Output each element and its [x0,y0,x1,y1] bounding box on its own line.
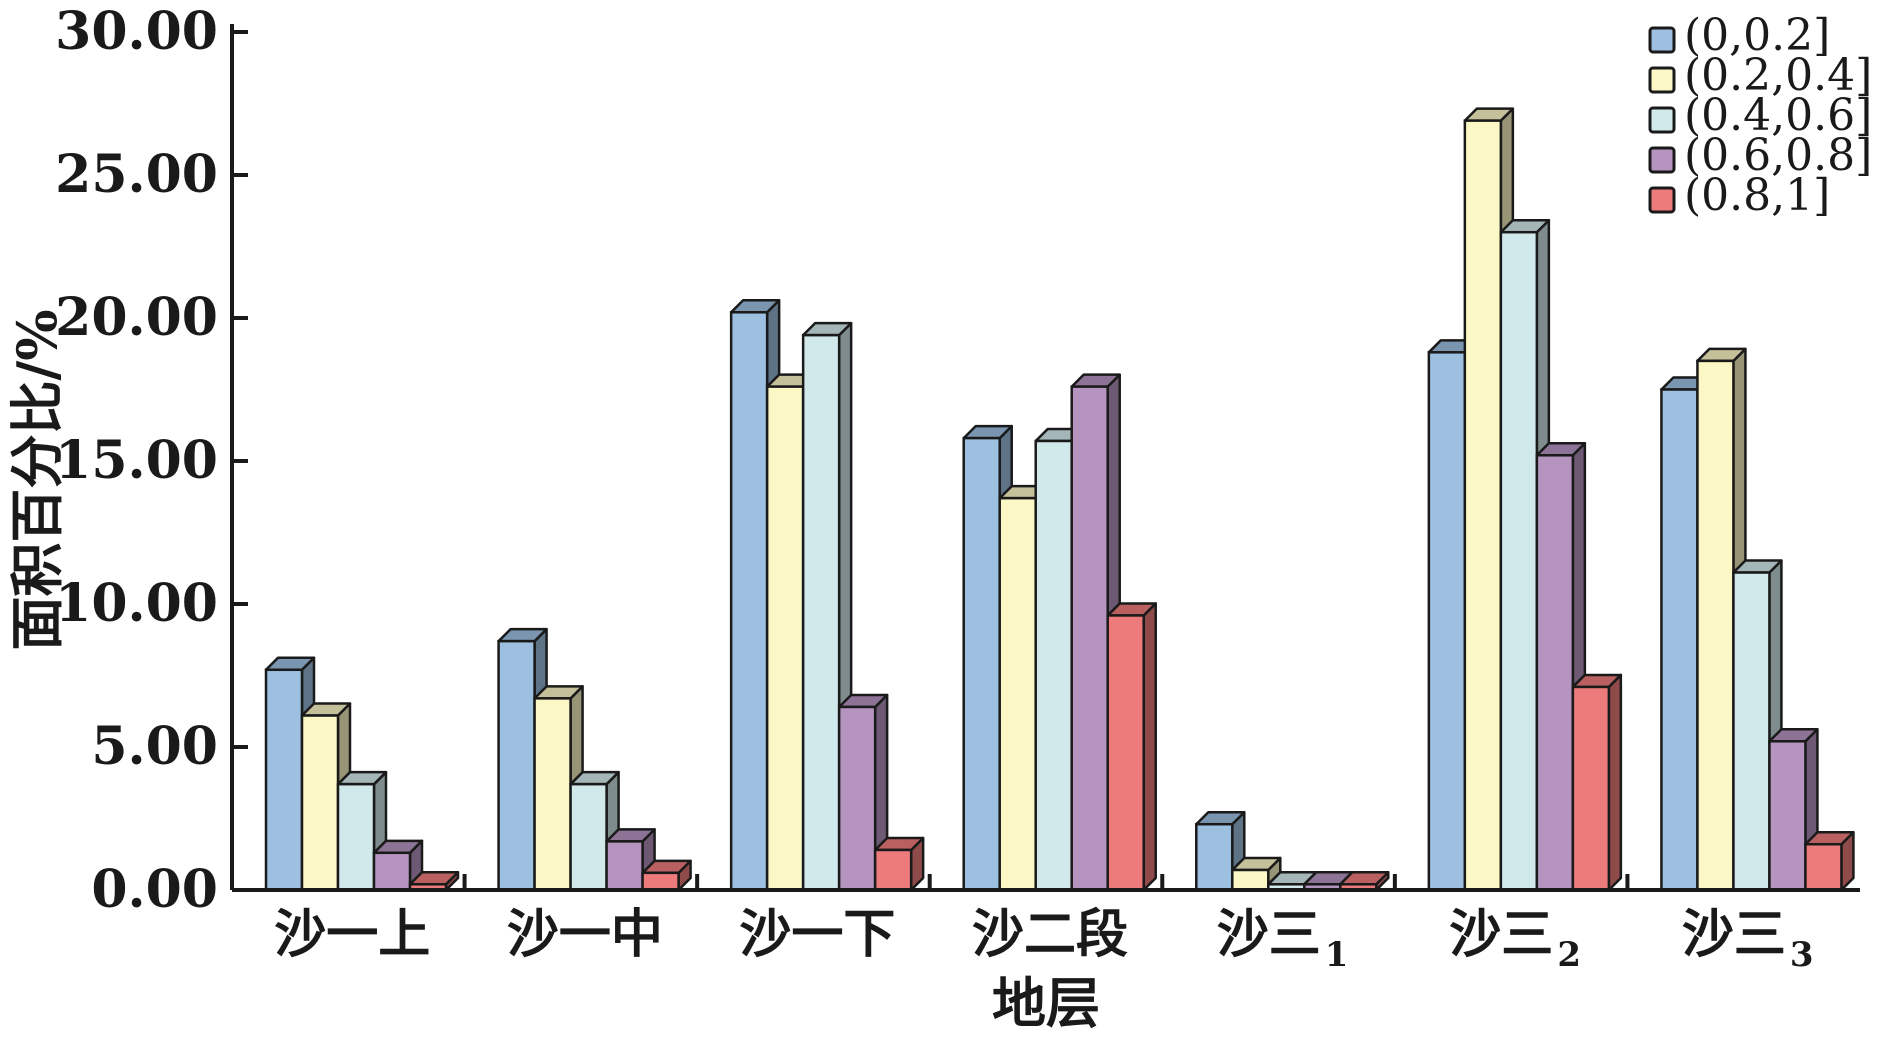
x-tick-label: 沙一上 [274,904,430,965]
legend-swatch [1648,146,1676,174]
bar-front-face [1535,454,1575,892]
legend-label: (0.2,0.4] [1684,50,1872,101]
bar-front-face [372,851,412,892]
bar-front-face [1732,571,1771,892]
category-labels-layer: 沙一上 沙一中 沙一下 沙二段 沙三 1 沙三 2 沙三 3 [274,904,1813,975]
bar-front-face [1463,119,1503,892]
bar-front-face [962,436,1001,892]
bar-front-face [1070,385,1109,892]
legend-swatch [1648,26,1676,54]
legend-swatch [1648,106,1676,134]
bar-front-face [873,848,913,892]
bar-front-face [641,871,680,892]
bar-front-face [1427,351,1467,892]
y-tick-label: 0.00 [91,859,218,920]
bar-front-face [497,639,536,892]
bar-front-face [1195,822,1234,892]
x-tick-label: 沙一中 [507,904,663,965]
legend-item: (0.6,0.8] [1648,130,1872,181]
x-axis-title: 地层 [992,971,1100,1035]
bar-front-face [1106,614,1145,892]
x-tick-label: 沙一下 [739,904,895,965]
bar [1106,602,1157,892]
bar-front-face [1768,740,1807,892]
legend-label: (0.8,1] [1684,170,1830,221]
bar-front-face [1660,388,1699,892]
bar-front-face [569,782,608,892]
bar-front-face [998,496,1037,892]
bar-front-face [801,333,841,892]
bar-front-face [1804,842,1843,892]
bars-layer [264,107,1855,892]
bar-front-face [1499,230,1539,892]
y-tick-label: 10.00 [55,573,218,634]
bar [1804,830,1855,892]
bar-front-face [533,697,572,892]
bar-front-face [1571,685,1611,892]
legend-item: (0.2,0.4] [1648,50,1872,101]
y-axis-title: 面积百分比/% [5,309,69,650]
bar [873,836,925,892]
bar [1571,673,1623,892]
y-tick-label: 5.00 [91,716,218,777]
legend-label: (0,0.2] [1684,10,1830,61]
bar-front-face [264,668,304,892]
bar-front-face [729,311,769,892]
legend-label: (0.6,0.8] [1684,130,1872,181]
bar-front-face [300,714,340,892]
legend-item: (0,0.2] [1648,10,1830,61]
bar-side-face [1607,673,1623,892]
bar [1339,871,1390,892]
bar-front-face [1034,439,1073,892]
x-tick-label: 沙三 1 [1217,904,1349,975]
legend-swatch [1648,66,1676,94]
bar-front-face [1231,868,1270,892]
bar-front-face [1696,359,1735,892]
x-tick-label: 沙三 2 [1449,904,1581,975]
bar-front-face [837,705,877,892]
bar-front-face [605,840,644,892]
bar [641,859,692,892]
x-tick-label: 沙三 3 [1682,904,1814,975]
bar-front-face [765,385,805,892]
ticks-layer: 0.00 5.00 10.00 15.00 20.00 25.00 30.00 [55,1,248,920]
legend-item: (0.4,0.6] [1648,90,1872,141]
x-tick-label: 沙二段 [972,904,1128,965]
y-tick-label: 30.00 [55,1,218,62]
legend-label: (0.4,0.6] [1684,90,1872,141]
y-tick-label: 25.00 [55,144,218,205]
legend-item: (0.8,1] [1648,170,1830,221]
y-tick-label: 15.00 [55,430,218,491]
legend-swatch [1648,186,1676,214]
bar-side-face [1142,602,1157,892]
y-tick-label: 20.00 [55,287,218,348]
legend: (0,0.2](0.2,0.4](0.4,0.6](0.6,0.8](0.8,1… [1648,10,1872,221]
bar-front-face [336,782,376,892]
